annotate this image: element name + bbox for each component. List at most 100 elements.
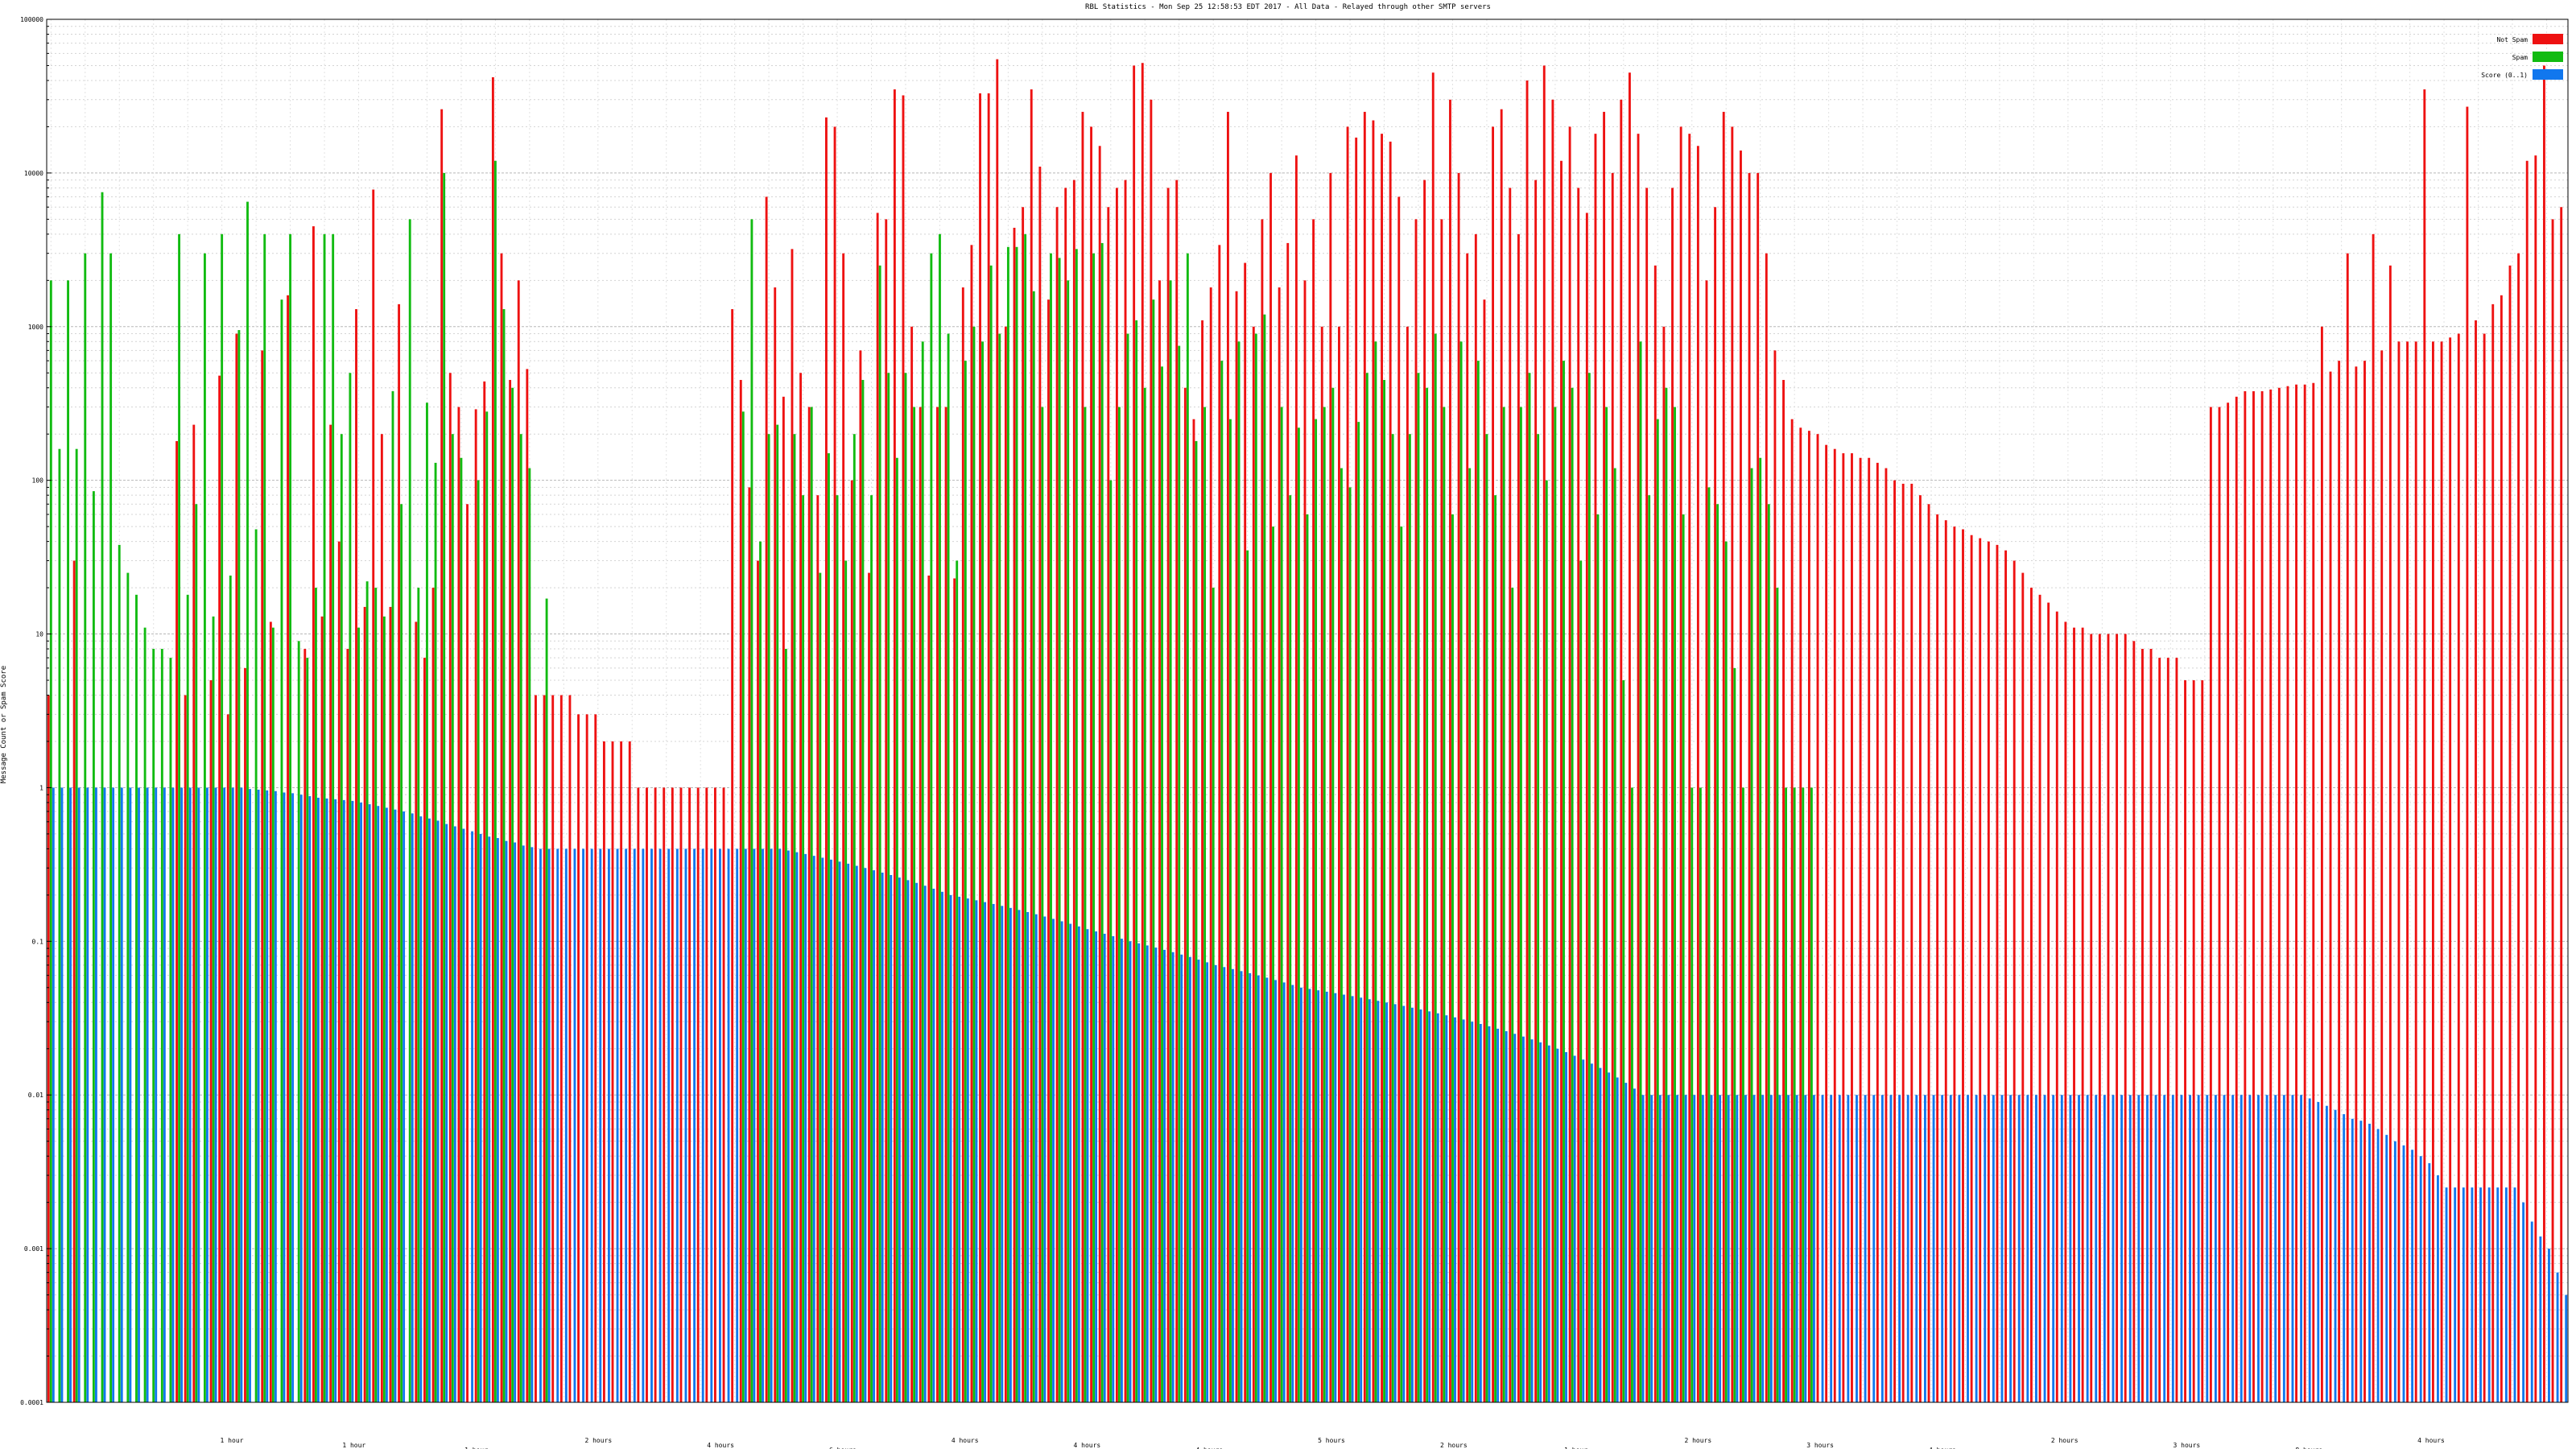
bar-not-spam xyxy=(2175,658,2178,1402)
bar-score xyxy=(360,802,362,1402)
bar-score xyxy=(2539,1236,2542,1402)
bar-not-spam xyxy=(2363,361,2366,1402)
bar-not-spam xyxy=(2030,588,2033,1402)
bar-score xyxy=(1958,1095,1961,1402)
bar-score xyxy=(1471,1022,1474,1402)
bar-not-spam xyxy=(1166,188,1170,1402)
bar-score xyxy=(1821,1095,1824,1402)
x-axis-label: 1 hour xyxy=(221,1437,244,1444)
bar-not-spam xyxy=(1825,444,1828,1403)
bar-score xyxy=(1864,1095,1867,1402)
bar-score xyxy=(2282,1095,2285,1402)
bar-spam xyxy=(101,192,104,1403)
bar-not-spam xyxy=(1244,262,1247,1402)
bar-spam xyxy=(1742,787,1744,1402)
bar-not-spam xyxy=(902,95,905,1403)
bar-not-spam xyxy=(696,787,700,1402)
bar-score xyxy=(1317,990,1320,1402)
bar-not-spam xyxy=(1047,299,1050,1402)
bar-not-spam xyxy=(1124,180,1127,1402)
bar-not-spam xyxy=(731,309,734,1402)
bar-score xyxy=(1573,1055,1576,1402)
bar-score xyxy=(2086,1095,2089,1402)
bar-not-spam xyxy=(1714,207,1717,1402)
bar-score xyxy=(180,787,184,1402)
bar-not-spam xyxy=(2055,611,2058,1402)
bar-score xyxy=(2462,1187,2465,1402)
bar-not-spam xyxy=(748,487,751,1402)
bar-score xyxy=(590,848,593,1402)
y-tick-label: 10000 xyxy=(24,170,43,177)
bar-score xyxy=(949,894,952,1402)
bar-spam xyxy=(229,575,232,1402)
bar-score xyxy=(2035,1095,2037,1402)
bar-score xyxy=(129,787,132,1402)
bar-spam xyxy=(1254,333,1257,1402)
bar-spam xyxy=(1682,514,1685,1402)
x-axis-label: 5 hours xyxy=(1318,1437,1345,1444)
bar-score xyxy=(1778,1095,1781,1402)
bar-spam xyxy=(1374,341,1377,1402)
bar-not-spam xyxy=(611,741,614,1402)
bar-not-spam xyxy=(2013,560,2016,1402)
bar-not-spam xyxy=(1662,326,1666,1402)
bar-not-spam xyxy=(1252,326,1255,1402)
legend-label: Score (0..1) xyxy=(2481,72,2528,79)
bar-spam xyxy=(1297,427,1300,1402)
bar-score xyxy=(1761,1095,1765,1402)
bar-score xyxy=(2171,1095,2174,1402)
bar-score xyxy=(240,787,243,1402)
bar-not-spam xyxy=(1431,72,1435,1403)
bar-spam xyxy=(1323,407,1326,1403)
bar-score xyxy=(1701,1095,1704,1402)
bar-not-spam xyxy=(602,741,605,1402)
bar-not-spam xyxy=(944,407,947,1403)
bar-not-spam xyxy=(431,588,435,1402)
bar-not-spam xyxy=(2277,387,2281,1402)
bar-not-spam xyxy=(261,350,264,1403)
bar-not-spam xyxy=(1979,538,1982,1402)
bar-not-spam xyxy=(1218,245,1221,1402)
bar-score xyxy=(2359,1121,2363,1402)
x-axis-label: 1 hour xyxy=(342,1442,365,1449)
bar-score xyxy=(830,859,832,1402)
bar-not-spam xyxy=(2543,65,2545,1403)
bar-score xyxy=(1719,1095,1722,1402)
bar-score xyxy=(1710,1095,1713,1402)
bar-score xyxy=(633,848,636,1402)
bar-score xyxy=(2240,1095,2243,1402)
bar-not-spam xyxy=(1603,111,1606,1403)
bar-not-spam xyxy=(1560,160,1563,1402)
bar-spam xyxy=(426,402,428,1402)
bar-not-spam xyxy=(1440,219,1443,1403)
bar-not-spam xyxy=(1688,134,1691,1402)
bar-not-spam xyxy=(1629,72,1631,1403)
bar-score xyxy=(1967,1095,1969,1402)
bar-score xyxy=(539,848,542,1402)
bar-spam xyxy=(1126,333,1129,1402)
bar-score xyxy=(2026,1095,2029,1402)
bar-spam xyxy=(84,253,87,1403)
bar-not-spam xyxy=(2517,253,2520,1403)
bar-score xyxy=(94,787,97,1402)
bar-spam xyxy=(280,299,283,1402)
bar-not-spam xyxy=(72,560,76,1402)
bar-score xyxy=(1992,1095,1995,1402)
bar-not-spam xyxy=(1517,233,1520,1403)
bar-score xyxy=(1445,1015,1448,1402)
bar-not-spam xyxy=(1381,134,1383,1402)
bar-score xyxy=(1906,1095,1909,1402)
bar-not-spam xyxy=(1842,453,1845,1402)
bar-not-spam xyxy=(346,649,349,1402)
bar-score xyxy=(171,787,175,1402)
y-tick-label: 100 xyxy=(32,477,44,485)
bar-not-spam xyxy=(1261,219,1264,1403)
bar-spam xyxy=(776,424,779,1402)
bar-score xyxy=(1291,985,1294,1402)
bar-spam xyxy=(186,594,189,1402)
bar-not-spam xyxy=(987,93,990,1402)
bar-spam xyxy=(1417,373,1420,1402)
bar-spam xyxy=(485,411,489,1402)
bar-not-spam xyxy=(218,375,221,1402)
bar-score xyxy=(2496,1187,2500,1402)
